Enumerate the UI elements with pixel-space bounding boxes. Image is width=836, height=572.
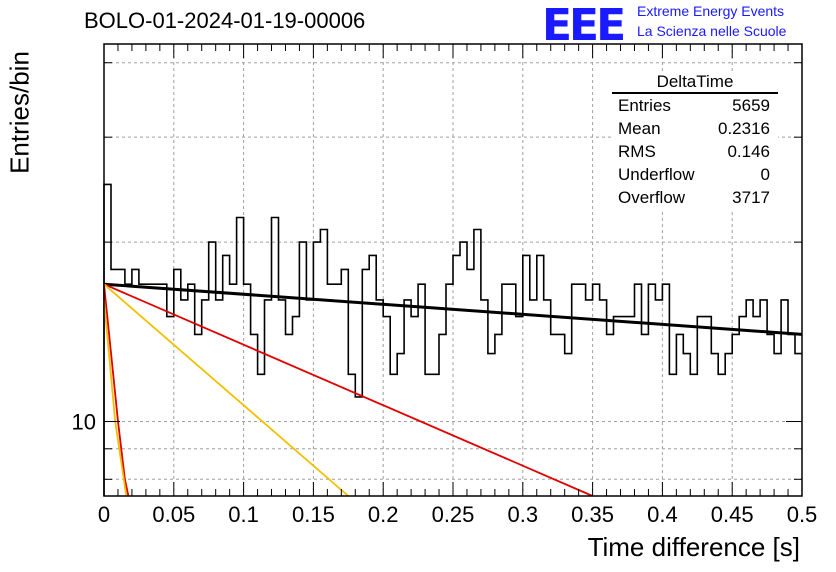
stats-label: Overflow — [618, 188, 686, 207]
y-axis-label: Entries/bin — [4, 51, 35, 174]
logo-line-1: Extreme Energy Events — [637, 3, 785, 19]
x-tick-label: 0 — [98, 502, 110, 527]
stats-value: 3717 — [732, 188, 770, 207]
x-axis-label: Time difference [s] — [587, 532, 800, 562]
fit-curve-black — [103, 282, 803, 336]
x-tick-label: 0.45 — [711, 502, 754, 527]
x-tick-label: 0.4 — [647, 502, 678, 527]
stats-row-overflow: Overflow 3717 — [612, 186, 778, 209]
plot-title: BOLO-01-2024-01-19-00006 — [84, 8, 366, 33]
stats-row-entries: Entries 5659 — [612, 94, 778, 117]
y-tick-label: 10 — [72, 410, 96, 435]
x-tick-label: 0.2 — [368, 502, 399, 527]
eee-logo: EEE — [542, 0, 626, 51]
stats-label: RMS — [618, 142, 656, 161]
stats-row-rms: RMS 0.146 — [612, 140, 778, 163]
x-tick-label: 0.05 — [152, 502, 195, 527]
histogram-series — [103, 183, 802, 496]
stats-value: 5659 — [732, 96, 770, 115]
x-tick-label: 0.15 — [292, 502, 335, 527]
fit-curve-red — [103, 283, 593, 497]
fit-curve-red — [103, 284, 130, 497]
stats-row-mean: Mean 0.2316 — [612, 117, 778, 140]
stats-box: DeltaTime Entries 5659 Mean 0.2316 RMS 0.14… — [612, 72, 778, 209]
stats-label: Underflow — [618, 165, 695, 184]
x-tick-label: 0.3 — [508, 502, 539, 527]
stats-label: Mean — [618, 119, 661, 138]
fit-curve-yellow — [103, 283, 349, 497]
stats-label: Entries — [618, 96, 671, 115]
x-tick-label: 0.35 — [571, 502, 614, 527]
stats-value: 0.2316 — [718, 119, 770, 138]
x-tick-label: 0.1 — [228, 502, 259, 527]
x-tick-label: 0.25 — [432, 502, 475, 527]
stats-value: 0 — [760, 165, 770, 184]
stats-row-underflow: Underflow 0 — [612, 163, 778, 186]
x-tick-label: 0.5 — [787, 502, 818, 527]
stats-title: DeltaTime — [612, 72, 778, 94]
logo-line-2: La Scienza nelle Scuole — [637, 23, 787, 39]
stats-value: 0.146 — [727, 142, 770, 161]
